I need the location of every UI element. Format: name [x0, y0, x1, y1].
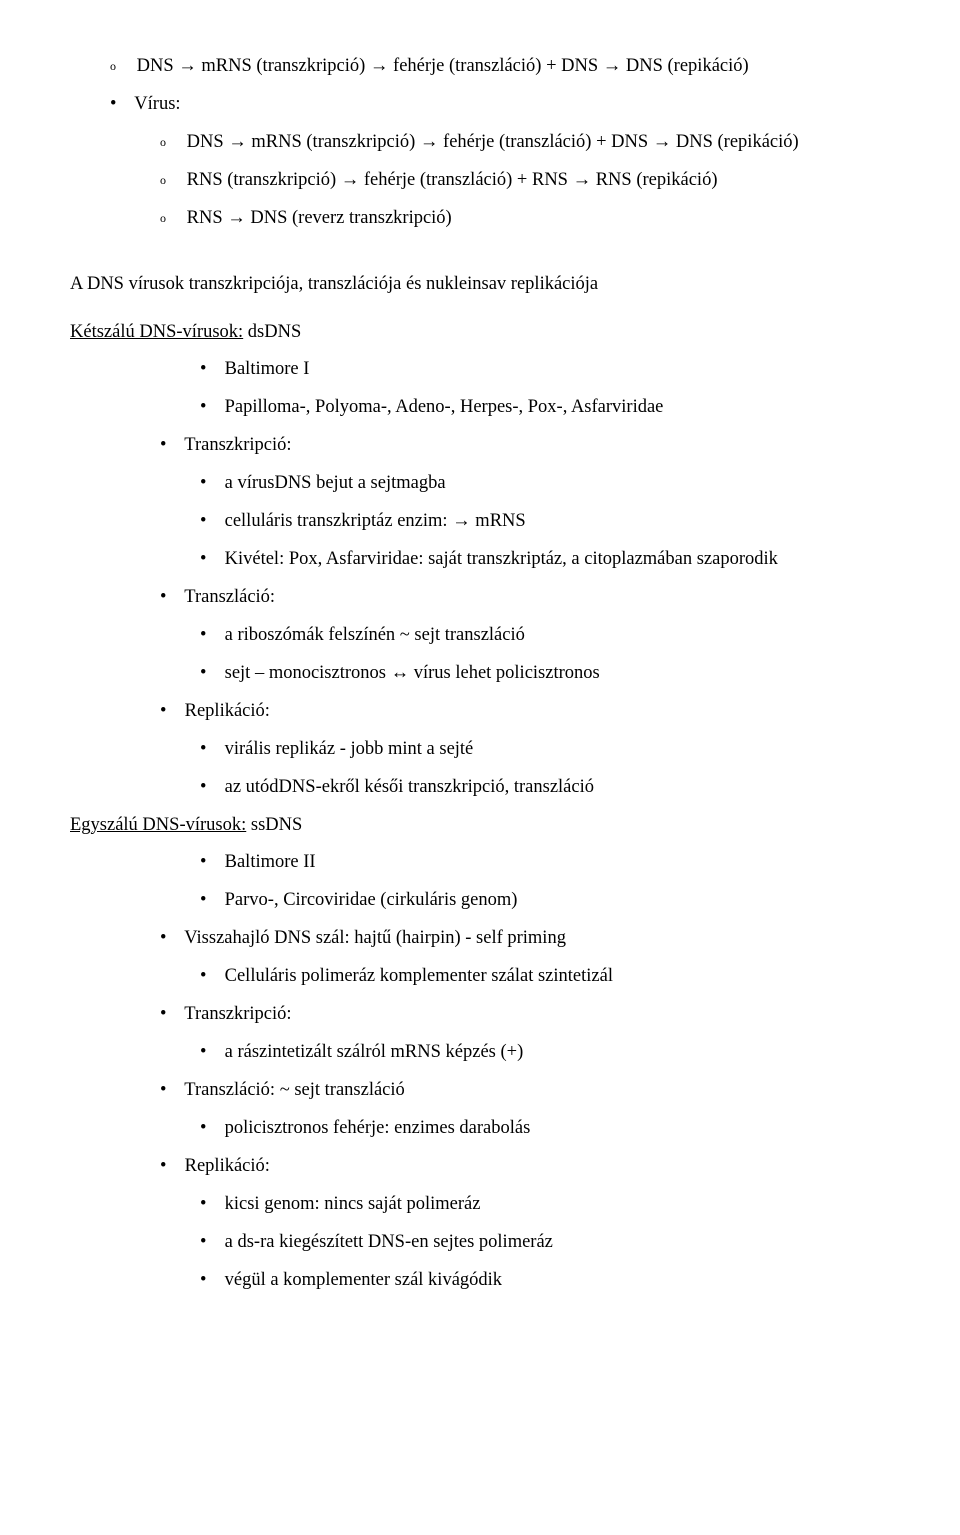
dsdns-rep-0: • virális replikáz - jobb mint a sejté: [200, 731, 890, 769]
virus-sub-0-text: DNS → mRNS (transzkripció) → fehérje (tr…: [187, 132, 799, 152]
virus-sub-0: o DNS → mRNS (transzkripció) → fehérje (…: [160, 124, 890, 162]
top-line-0: o DNS → mRNS (transzkripció) → fehérje (…: [110, 48, 890, 86]
dsdns-tl-1: • sejt – monocisztronos ↔ vírus lehet po…: [200, 655, 890, 693]
ssdns-heading-underline: Egyszálú DNS-vírusok:: [70, 815, 246, 835]
bullet-icon: •: [200, 655, 220, 693]
ssdns-hairpin-label: Visszahajló DNS szál: hajtű (hairpin) - …: [184, 928, 566, 948]
top-line-0-text: DNS → mRNS (transzkripció) → fehérje (tr…: [137, 56, 749, 76]
virus-label: Vírus:: [134, 94, 180, 114]
dsdns-item-1-text: Papilloma-, Polyoma-, Adeno-, Herpes-, P…: [225, 397, 664, 417]
dsdns-rep-1-text: az utódDNS-ekről késői transzkripció, tr…: [225, 777, 594, 797]
bullet-icon: •: [160, 693, 180, 731]
ssdns-rep-0: • kicsi genom: nincs saját polimeráz: [200, 1186, 890, 1224]
ssdns-rep-2: • végül a komplementer szál kivágódik: [200, 1262, 890, 1300]
ssdns-hairpin: • Visszahajló DNS szál: hajtű (hairpin) …: [160, 920, 890, 958]
ssdns-tk-0-text: a rászintetizált szálról mRNS képzés (+): [225, 1042, 524, 1062]
ssdns-transzlacio-label: Transzláció: ~ sejt transzláció: [184, 1080, 404, 1100]
dsdns-heading: Kétszálú DNS-vírusok: dsDNS: [70, 314, 890, 352]
dsdns-transzlacio-label: Transzláció:: [184, 587, 275, 607]
list-circ-icon: o: [160, 206, 182, 231]
bullet-icon: •: [160, 1148, 180, 1186]
list-circ-icon: o: [110, 54, 132, 79]
ssdns-item-1: • Parvo-, Circoviridae (cirkuláris genom…: [200, 882, 890, 920]
ssdns-rep-2-text: végül a komplementer szál kivágódik: [225, 1270, 502, 1290]
bullet-icon: •: [200, 617, 220, 655]
bullet-icon: •: [160, 579, 180, 617]
bullet-icon: •: [200, 351, 220, 389]
virus-sub-2-text: RNS → DNS (reverz transzkripció): [187, 208, 452, 228]
ssdns-transzkripcio-label: Transzkripció:: [184, 1004, 291, 1024]
virus-sub-1: o RNS (transzkripció) → fehérje (transzl…: [160, 162, 890, 200]
list-circ-icon: o: [160, 168, 182, 193]
ssdns-tl-0: • policisztronos fehérje: enzimes darabo…: [200, 1110, 890, 1148]
dsdns-replikacio-label: Replikáció:: [185, 701, 270, 721]
dsdns-tk-2: • Kivétel: Pox, Asfarviridae: saját tran…: [200, 541, 890, 579]
ssdns-heading-suffix: ssDNS: [246, 815, 302, 835]
virus-sub-1-text: RNS (transzkripció) → fehérje (transzlác…: [187, 170, 718, 190]
dsdns-item-0: • Baltimore I: [200, 351, 890, 389]
dsdns-heading-underline: Kétszálú DNS-vírusok:: [70, 322, 243, 342]
bullet-icon: •: [200, 1110, 220, 1148]
bullet-icon: •: [200, 958, 220, 996]
dsdns-tk-1-text: celluláris transzkriptáz enzim: → mRNS: [225, 511, 526, 531]
bullet-icon: •: [200, 1186, 220, 1224]
bullet-icon: •: [200, 503, 220, 541]
bullet-icon: •: [200, 541, 220, 579]
ssdns-hp-0-text: Celluláris polimeráz komplementer szálat…: [225, 966, 613, 986]
ssdns-item-1-text: Parvo-, Circoviridae (cirkuláris genom): [225, 890, 518, 910]
dsdns-rep-0-text: virális replikáz - jobb mint a sejté: [225, 739, 474, 759]
ssdns-rep-0-text: kicsi genom: nincs saját polimeráz: [225, 1194, 481, 1214]
ssdns-item-0-text: Baltimore II: [225, 852, 316, 872]
ssdns-replikacio-label: Replikáció:: [185, 1156, 270, 1176]
dsdns-heading-suffix: dsDNS: [243, 322, 301, 342]
bullet-icon: •: [200, 1034, 220, 1072]
bullet-icon: •: [200, 1262, 220, 1300]
virus-sub-2: o RNS → DNS (reverz transzkripció): [160, 200, 890, 238]
dsdns-tk-0-text: a vírusDNS bejut a sejtmagba: [225, 473, 446, 493]
dsdns-tk-1: • celluláris transzkriptáz enzim: → mRNS: [200, 503, 890, 541]
virus-item: • Vírus:: [110, 86, 890, 124]
ssdns-tl-0-text: policisztronos fehérje: enzimes darabolá…: [225, 1118, 531, 1138]
bullet-icon: •: [200, 731, 220, 769]
bullet-icon: •: [160, 996, 180, 1034]
bullet-icon: •: [200, 882, 220, 920]
dsdns-item-1: • Papilloma-, Polyoma-, Adeno-, Herpes-,…: [200, 389, 890, 427]
ssdns-replikacio: • Replikáció:: [160, 1148, 890, 1186]
bullet-icon: •: [200, 844, 220, 882]
bullet-icon: •: [200, 389, 220, 427]
dsdns-transzlacio: • Transzláció:: [160, 579, 890, 617]
bullet-icon: •: [200, 1224, 220, 1262]
bullet-icon: •: [200, 769, 220, 807]
dsdns-item-0-text: Baltimore I: [225, 359, 310, 379]
section-title: A DNS vírusok transzkripciója, transzlác…: [70, 266, 890, 304]
ssdns-rep-1-text: a ds-ra kiegészített DNS-en sejtes polim…: [225, 1232, 553, 1252]
bullet-icon: •: [160, 1072, 180, 1110]
ssdns-rep-1: • a ds-ra kiegészített DNS-en sejtes pol…: [200, 1224, 890, 1262]
dsdns-transzkripcio-label: Transzkripció:: [184, 435, 291, 455]
dsdns-tk-0: • a vírusDNS bejut a sejtmagba: [200, 465, 890, 503]
dsdns-tl-0-text: a riboszómák felszínén ~ sejt transzláci…: [225, 625, 525, 645]
dsdns-replikacio: • Replikáció:: [160, 693, 890, 731]
dsdns-tk-2-text: Kivétel: Pox, Asfarviridae: saját transz…: [225, 549, 778, 569]
bullet-icon: •: [160, 427, 180, 465]
ssdns-item-0: • Baltimore II: [200, 844, 890, 882]
ssdns-transzlacio: • Transzláció: ~ sejt transzláció: [160, 1072, 890, 1110]
dsdns-transzkripcio: • Transzkripció:: [160, 427, 890, 465]
list-circ-icon: o: [160, 130, 182, 155]
ssdns-heading: Egyszálú DNS-vírusok: ssDNS: [70, 807, 890, 845]
bullet-icon: •: [160, 920, 180, 958]
ssdns-tk-0: • a rászintetizált szálról mRNS képzés (…: [200, 1034, 890, 1072]
bullet-icon: •: [200, 465, 220, 503]
ssdns-hp-0: • Celluláris polimeráz komplementer szál…: [200, 958, 890, 996]
dsdns-rep-1: • az utódDNS-ekről késői transzkripció, …: [200, 769, 890, 807]
ssdns-transzkripcio: • Transzkripció:: [160, 996, 890, 1034]
bullet-icon: •: [110, 86, 130, 124]
dsdns-tl-0: • a riboszómák felszínén ~ sejt transzlá…: [200, 617, 890, 655]
dsdns-tl-1-text: sejt – monocisztronos ↔ vírus lehet poli…: [225, 663, 600, 683]
